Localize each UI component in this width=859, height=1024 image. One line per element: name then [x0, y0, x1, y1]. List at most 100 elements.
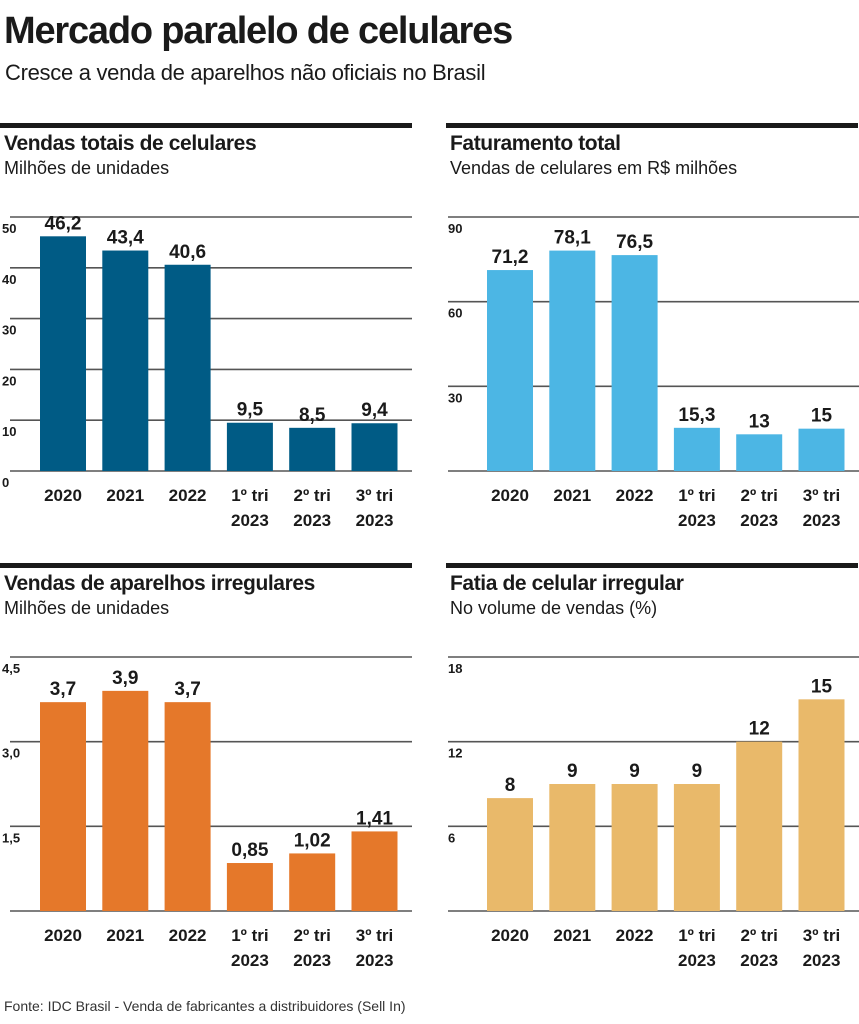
- x-tick-label: 2023: [293, 951, 331, 970]
- bar: [289, 427, 336, 471]
- x-tick-label: 2021: [106, 926, 144, 945]
- panel-rule: [446, 563, 858, 568]
- x-tick-label: 2023: [678, 951, 716, 970]
- data-label: 3,9: [112, 668, 138, 689]
- x-tick-label: 2º tri: [741, 926, 778, 945]
- bar: [487, 270, 533, 471]
- x-tick-label: 3º tri: [356, 486, 393, 505]
- chart-irregular-sales: 1,5 3,0 4,5 3,7 2020 3,9 2021 3,7 2022 0,85 1º tri…: [2, 656, 412, 970]
- data-label: 3,7: [50, 679, 76, 700]
- chart-subtitle: No volume de vendas (%): [450, 598, 658, 618]
- panel-rule: [446, 123, 858, 128]
- data-label: 9: [567, 761, 578, 782]
- page-subtitle: Cresce a venda de aparelhos não oficiais…: [5, 60, 486, 85]
- data-label: 15: [811, 406, 833, 427]
- x-tick-label: 2023: [293, 511, 331, 530]
- y-tick-label: 30: [2, 323, 16, 338]
- chart-title: Vendas totais de celulares: [4, 132, 257, 155]
- chart-subtitle: Vendas de celulares em R$ milhões: [450, 158, 738, 178]
- bar: [549, 784, 596, 911]
- x-tick-label: 2020: [491, 486, 529, 505]
- panel-total-sales: Vendas totais de celulares Milhões de un…: [0, 123, 412, 179]
- panel-rule: [0, 123, 412, 128]
- y-tick-label: 20: [2, 373, 16, 388]
- x-tick-label: 3º tri: [356, 926, 393, 945]
- data-label: 9: [629, 761, 640, 782]
- panel-irregular-share: Fatia de celular irregular No volume de …: [446, 563, 858, 619]
- x-tick-label: 2023: [678, 511, 716, 530]
- chart-subtitle: Milhões de unidades: [4, 598, 170, 618]
- source-note: Fonte: IDC Brasil - Venda de fabricantes…: [4, 998, 406, 1014]
- chart-title: Vendas de aparelhos irregulares: [4, 572, 315, 595]
- y-tick-label: 18: [448, 661, 462, 676]
- bar: [351, 831, 398, 911]
- x-tick-label: 2020: [44, 486, 82, 505]
- panel-irregular-sales: Vendas de aparelhos irregulares Milhões …: [0, 563, 412, 619]
- x-tick-label: 2023: [231, 951, 269, 970]
- bar: [164, 264, 211, 471]
- data-label: 9,4: [361, 400, 388, 421]
- bar: [102, 250, 149, 471]
- bar: [40, 702, 86, 911]
- data-label: 8: [505, 775, 516, 796]
- y-tick-label: 3,0: [2, 746, 20, 761]
- y-tick-label: 90: [448, 221, 462, 236]
- chart-total-revenue: 30 60 90 71,2 2020 78,1 2021 76,5 2022 15,3 1º tri…: [448, 216, 859, 530]
- x-tick-label: 2022: [169, 486, 207, 505]
- bar: [549, 250, 596, 471]
- y-tick-label: 0: [2, 475, 9, 490]
- bar: [736, 741, 783, 911]
- bar: [40, 236, 86, 471]
- y-tick-label: 40: [2, 272, 16, 287]
- data-label: 9: [692, 761, 703, 782]
- data-label: 1,02: [294, 830, 331, 851]
- data-label: 46,2: [45, 213, 82, 234]
- x-tick-label: 2022: [616, 486, 654, 505]
- x-tick-label: 2021: [106, 486, 144, 505]
- y-tick-label: 60: [448, 306, 462, 321]
- chart-total-sales: 0 10 20 30 40 50 46,2 2020 43,4 2021 40,6 2022 9,5 1º…: [2, 213, 412, 530]
- bar: [487, 798, 533, 911]
- chart-title: Faturamento total: [450, 132, 621, 155]
- data-label: 15,3: [678, 405, 715, 426]
- x-tick-label: 2020: [44, 926, 82, 945]
- bar: [611, 255, 658, 471]
- y-tick-label: 50: [2, 221, 16, 236]
- x-tick-label: 2º tri: [741, 486, 778, 505]
- y-tick-label: 1,5: [2, 830, 20, 845]
- x-tick-label: 2023: [803, 951, 841, 970]
- x-tick-label: 1º tri: [231, 486, 268, 505]
- bar: [611, 784, 658, 911]
- data-label: 40,6: [169, 242, 206, 263]
- data-label: 0,85: [231, 840, 268, 861]
- x-tick-label: 2020: [491, 926, 529, 945]
- x-tick-label: 2023: [740, 951, 778, 970]
- bar: [289, 853, 336, 911]
- x-tick-label: 3º tri: [803, 486, 840, 505]
- y-tick-label: 30: [448, 390, 462, 405]
- data-label: 71,2: [492, 247, 529, 268]
- x-tick-label: 1º tri: [678, 926, 715, 945]
- x-tick-label: 2021: [553, 926, 591, 945]
- page-title: Mercado paralelo de celulares: [4, 10, 513, 52]
- y-tick-label: 6: [448, 830, 455, 845]
- data-label: 43,4: [107, 228, 144, 249]
- data-label: 9,5: [237, 400, 264, 421]
- chart-title: Fatia de celular irregular: [450, 572, 684, 595]
- data-label: 1,41: [356, 808, 393, 829]
- panel-total-revenue: Faturamento total Vendas de celulares em…: [446, 123, 858, 179]
- data-label: 15: [811, 676, 833, 697]
- x-tick-label: 2023: [356, 951, 394, 970]
- x-tick-label: 2023: [231, 511, 269, 530]
- data-label: 76,5: [616, 232, 653, 253]
- bar: [164, 702, 211, 911]
- x-tick-label: 2022: [616, 926, 654, 945]
- data-label: 13: [749, 411, 770, 432]
- x-tick-label: 2023: [740, 511, 778, 530]
- data-label: 8,5: [299, 405, 326, 426]
- data-label: 3,7: [174, 679, 200, 700]
- bar: [351, 423, 398, 471]
- x-tick-label: 2023: [803, 511, 841, 530]
- x-tick-label: 1º tri: [231, 926, 268, 945]
- data-label: 12: [749, 719, 770, 740]
